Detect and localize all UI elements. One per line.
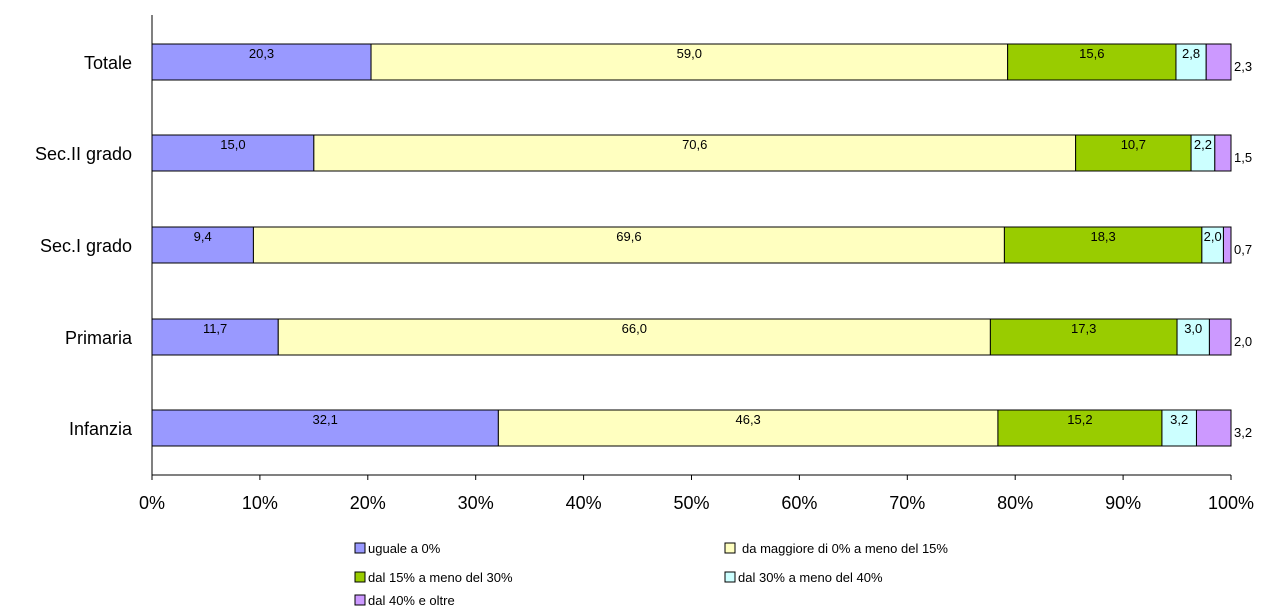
legend-label: dal 30% a meno del 40% <box>738 570 883 585</box>
bar-segment <box>277 318 991 356</box>
category-label: Sec.I grado <box>40 236 132 256</box>
data-label: 2,0 <box>1204 229 1222 244</box>
legend-label: dal 15% a meno del 30% <box>368 570 513 585</box>
x-tick-label: 20% <box>350 493 386 513</box>
x-tick-label: 90% <box>1105 493 1141 513</box>
bar-segment <box>1003 226 1203 264</box>
x-tick-label: 70% <box>889 493 925 513</box>
data-label: 15,6 <box>1079 46 1104 61</box>
legend-label: uguale a 0% <box>368 541 441 556</box>
data-label: 18,3 <box>1090 229 1115 244</box>
data-label: 15,2 <box>1067 412 1092 427</box>
data-label: 46,3 <box>735 412 760 427</box>
data-label: 66,0 <box>622 321 647 336</box>
bar-segment <box>313 134 1077 172</box>
bar-segment <box>1222 226 1232 264</box>
bar-segment <box>151 134 315 172</box>
data-label: 17,3 <box>1071 321 1096 336</box>
x-tick-label: 40% <box>566 493 602 513</box>
category-label: Primaria <box>65 328 133 348</box>
data-label: 2,0 <box>1234 334 1252 349</box>
legend-swatch <box>724 571 736 583</box>
x-tick-label: 50% <box>673 493 709 513</box>
data-label: 69,6 <box>616 229 641 244</box>
bar-segment <box>151 43 372 81</box>
category-label: Infanzia <box>69 419 133 439</box>
data-label: 2,2 <box>1194 137 1212 152</box>
x-tick-label: 0% <box>139 493 165 513</box>
data-label: 0,7 <box>1234 242 1252 257</box>
legend-label: dal 40% e oltre <box>368 593 455 608</box>
bar-segment <box>1205 43 1232 81</box>
category-label: Sec.II grado <box>35 144 132 164</box>
legend-swatch <box>724 542 736 554</box>
bar-segment <box>1176 318 1210 356</box>
legend-swatch <box>354 594 366 606</box>
bar-segment <box>1075 134 1192 172</box>
data-label: 70,6 <box>682 137 707 152</box>
data-label: 32,1 <box>313 412 338 427</box>
axis-layer: Totale Sec.II grado Sec.I grado Primaria Inf… <box>35 15 1254 513</box>
bar-segment <box>252 226 1005 264</box>
bar-segment <box>1161 409 1197 447</box>
data-label: 20,3 <box>249 46 274 61</box>
legend-swatch <box>354 571 366 583</box>
bar-segment <box>1007 43 1177 81</box>
legend-label: da maggiore di 0% a meno del 15% <box>742 541 948 556</box>
x-tick-label: 100% <box>1208 493 1254 513</box>
x-tick-label: 80% <box>997 493 1033 513</box>
data-label: 15,0 <box>220 137 245 152</box>
bar-segment <box>997 409 1163 447</box>
data-label: 9,4 <box>194 229 212 244</box>
data-label: 10,7 <box>1121 137 1146 152</box>
data-label: 2,3 <box>1234 59 1252 74</box>
category-label: Totale <box>84 53 132 73</box>
data-label: 11,7 <box>203 321 227 336</box>
data-label: 59,0 <box>677 46 702 61</box>
bar-segment <box>1195 409 1232 447</box>
x-tick-label: 10% <box>242 493 278 513</box>
x-tick-label: 60% <box>781 493 817 513</box>
legend-swatch <box>354 542 366 554</box>
data-label: 3,2 <box>1170 412 1188 427</box>
bar-segment <box>1214 134 1232 172</box>
legend: uguale a 0% da maggiore di 0% a meno del … <box>354 541 948 608</box>
data-label: 1,5 <box>1234 150 1252 165</box>
x-tick-label: 30% <box>458 493 494 513</box>
bar-segment <box>151 318 279 356</box>
bar-segment <box>1208 318 1232 356</box>
data-label: 3,0 <box>1184 321 1202 336</box>
data-label: 2,8 <box>1182 46 1200 61</box>
bar-segment <box>370 43 1009 81</box>
bar-segment <box>989 318 1178 356</box>
bars-layer: 20,3 59,0 15,6 2,8 2,3 15,0 70,6 10,7 2,2 1,5 9,4 6… <box>151 43 1252 447</box>
data-label: 3,2 <box>1234 425 1252 440</box>
